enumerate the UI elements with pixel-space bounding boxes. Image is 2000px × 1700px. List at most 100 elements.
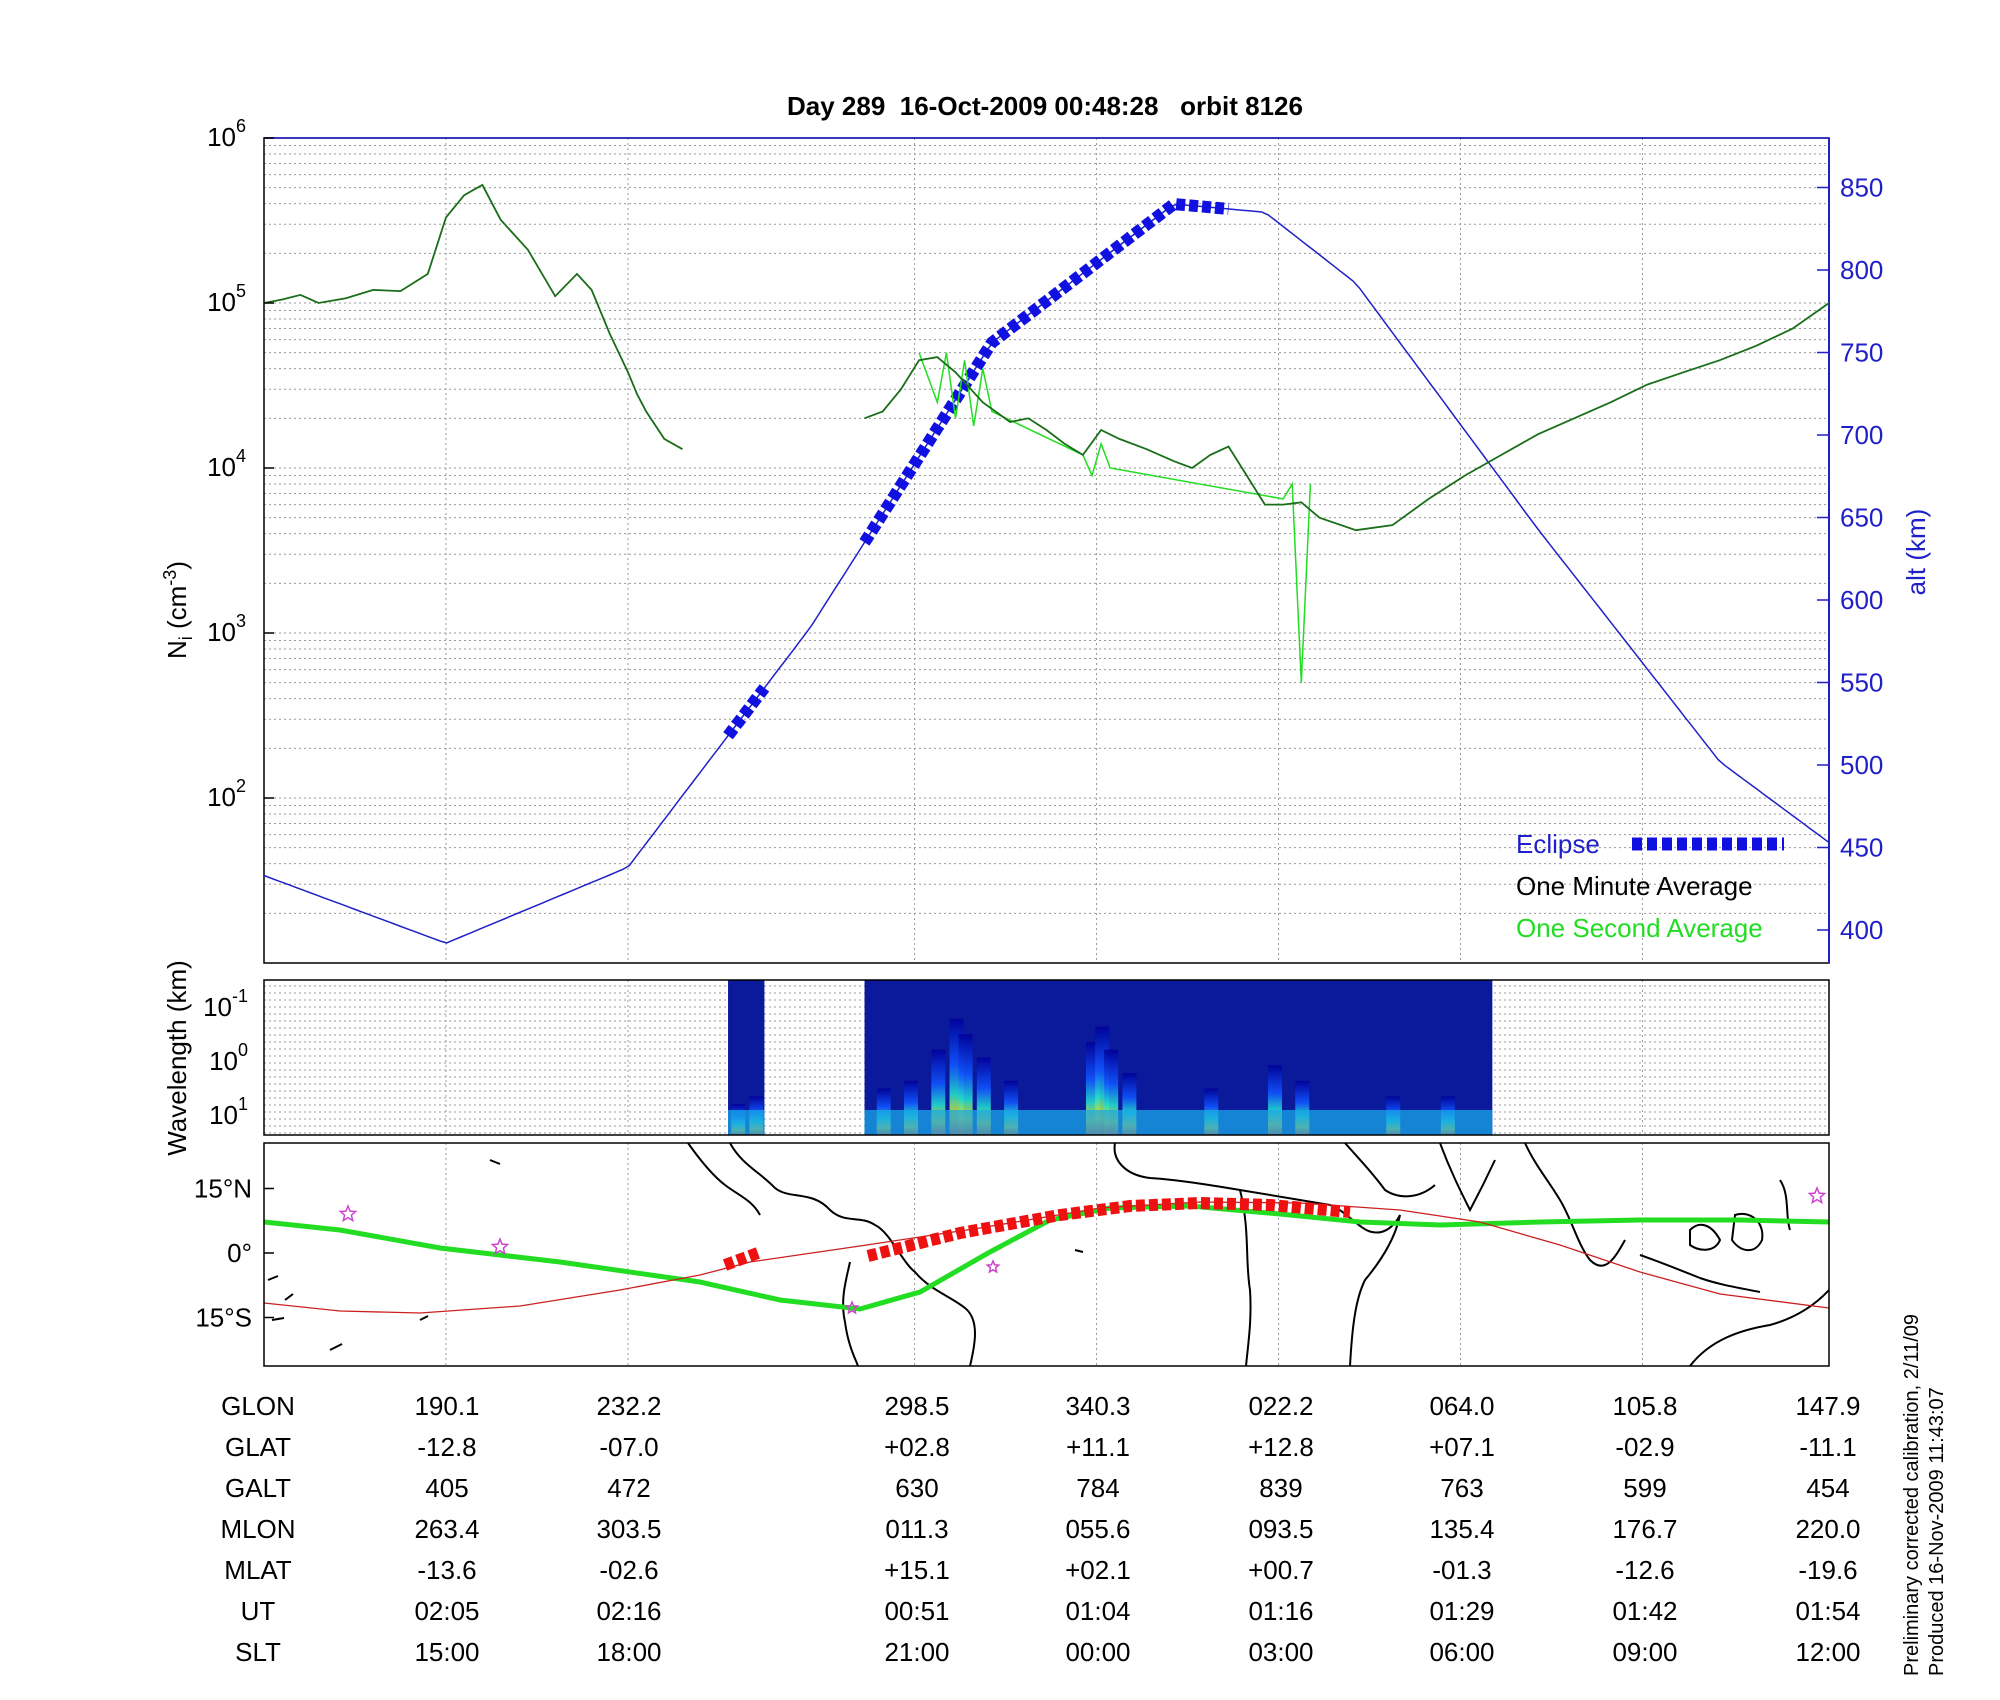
y2-tick-label: 750 xyxy=(1840,338,1883,368)
table-row-label: GLON xyxy=(221,1391,295,1421)
coast-india xyxy=(1439,1143,1496,1213)
table-cell: 784 xyxy=(1076,1473,1119,1503)
table-cell: 472 xyxy=(607,1473,650,1503)
coast-arabia xyxy=(1344,1143,1436,1198)
table-cell: 01:04 xyxy=(1065,1596,1130,1626)
y-tick-exponent: 5 xyxy=(236,281,246,301)
coast-sa-west xyxy=(842,1261,859,1366)
table-cell: 405 xyxy=(425,1473,468,1503)
y-axis-label: Ni (cm-3) xyxy=(160,561,196,659)
table-row-label: MLAT xyxy=(224,1555,292,1585)
table-cell: 022.2 xyxy=(1248,1391,1313,1421)
coast-indonesia-1 xyxy=(1639,1254,1761,1293)
table-cell: 01:16 xyxy=(1248,1596,1313,1626)
table-cell: 147.9 xyxy=(1795,1391,1860,1421)
legend-second-label: One Second Average xyxy=(1516,913,1763,943)
spectrogram-grid xyxy=(264,980,1829,1135)
y2-tick-label: 600 xyxy=(1840,585,1883,615)
table-cell: 18:00 xyxy=(596,1637,661,1667)
y2-tick-label: 800 xyxy=(1840,255,1883,285)
legend: Eclipse One Minute Average One Second Av… xyxy=(1516,829,1784,943)
table-cell: -02.9 xyxy=(1615,1432,1674,1462)
table-cell: -19.6 xyxy=(1798,1555,1857,1585)
spectrogram-band xyxy=(728,1110,765,1135)
footer-calibration: Preliminary corrected calibration, 2/11/… xyxy=(1901,1314,1923,1676)
table-cell: 21:00 xyxy=(884,1637,949,1667)
table-cell: 02:16 xyxy=(596,1596,661,1626)
table-cell: 135.4 xyxy=(1429,1514,1494,1544)
table-cell: 01:29 xyxy=(1429,1596,1494,1626)
table-cell: 232.2 xyxy=(596,1391,661,1421)
table-cell: 01:42 xyxy=(1612,1596,1677,1626)
table-cell: 839 xyxy=(1259,1473,1302,1503)
star-marker xyxy=(338,1204,358,1223)
map-tick-label: 0° xyxy=(227,1238,252,1268)
star-marker xyxy=(490,1237,510,1256)
table-cell: 763 xyxy=(1440,1473,1483,1503)
table-cell: 454 xyxy=(1806,1473,1849,1503)
eclipse-segment xyxy=(859,197,1229,546)
table-row-label: GLAT xyxy=(225,1432,291,1462)
star-marker xyxy=(1807,1186,1827,1205)
table-cell: 03:00 xyxy=(1248,1637,1313,1667)
legend-eclipse-label: Eclipse xyxy=(1516,829,1600,859)
table-cell: 176.7 xyxy=(1612,1514,1677,1544)
map-frame xyxy=(263,1142,1830,1367)
table-cell: -01.3 xyxy=(1432,1555,1491,1585)
table-cell: +07.1 xyxy=(1429,1432,1495,1462)
y2-tick-label: 450 xyxy=(1840,833,1883,863)
y-tick-label: 106 xyxy=(207,116,246,152)
table-cell: +00.7 xyxy=(1248,1555,1314,1585)
second-average-line xyxy=(918,352,1312,683)
spectrogram-tick-label: 101 xyxy=(209,1094,248,1130)
coast-south-america xyxy=(729,1143,976,1366)
table-cell: -02.6 xyxy=(599,1555,658,1585)
coast-philippines xyxy=(1779,1179,1791,1231)
table-cell: -07.0 xyxy=(599,1432,658,1462)
table-row-label: UT xyxy=(241,1596,276,1626)
spectrogram-y-label: Wavelength (km) xyxy=(162,960,192,1156)
map-tick-label: 15°N xyxy=(194,1174,252,1204)
footer-produced: Produced 16-Nov-2009 11:43:07 xyxy=(1926,1387,1948,1676)
spectrogram-tick-label: 10-1 xyxy=(203,986,248,1022)
coast-se-asia xyxy=(1524,1143,1626,1267)
table-cell: +15.1 xyxy=(884,1555,950,1585)
coast-africa-west xyxy=(1239,1189,1252,1366)
table-cell: 303.5 xyxy=(596,1514,661,1544)
y-tick-label: 104 xyxy=(207,446,246,482)
table-cell: 12:00 xyxy=(1795,1637,1860,1667)
spectrogram-band xyxy=(864,1110,1493,1135)
table-cell: 105.8 xyxy=(1612,1391,1677,1421)
chart-title: Day 289 16-Oct-2009 00:48:28 orbit 8126 xyxy=(787,91,1303,121)
map-bg xyxy=(264,1143,1829,1366)
right-y-axis-label: alt (km) xyxy=(1901,509,1931,596)
map-tick-label: 15°S xyxy=(195,1303,252,1333)
y2-tick-label: 700 xyxy=(1840,420,1883,450)
table-cell: +02.8 xyxy=(884,1432,950,1462)
table-cell: 599 xyxy=(1623,1473,1666,1503)
table-cell: -12.6 xyxy=(1615,1555,1674,1585)
minute-average-line xyxy=(864,302,1829,532)
spectrogram-tick-exponent: -1 xyxy=(232,986,248,1006)
right-y-ticks: 400 450 500 550 600 650 700 750 800 850 xyxy=(1817,173,1883,945)
y-tick-label: 102 xyxy=(207,776,246,812)
y2-tick-label: 500 xyxy=(1840,750,1883,780)
y-tick-exponent: 4 xyxy=(236,446,246,466)
table-cell: 263.4 xyxy=(414,1514,479,1544)
table-cell: 00:00 xyxy=(1065,1637,1130,1667)
coast-borneo xyxy=(1730,1212,1764,1252)
top-grid xyxy=(264,137,1829,964)
table-row-label: MLON xyxy=(220,1514,295,1544)
table-cell: +11.1 xyxy=(1066,1432,1130,1462)
eclipse-segment xyxy=(723,684,770,740)
table-cell: 340.3 xyxy=(1065,1391,1130,1421)
table-cell: -12.8 xyxy=(417,1432,476,1462)
table-cell: +12.8 xyxy=(1248,1432,1314,1462)
map-tracks xyxy=(264,1186,1829,1315)
orbit-table: GLON 190.1 232.2 298.5 340.3 022.2 064.0 105.8 1… xyxy=(220,1391,1860,1667)
spectrogram-streak xyxy=(958,1034,973,1135)
y2-tick-label: 850 xyxy=(1840,173,1883,203)
spectrogram-frame xyxy=(263,979,1830,1136)
top-series xyxy=(264,183,1829,944)
